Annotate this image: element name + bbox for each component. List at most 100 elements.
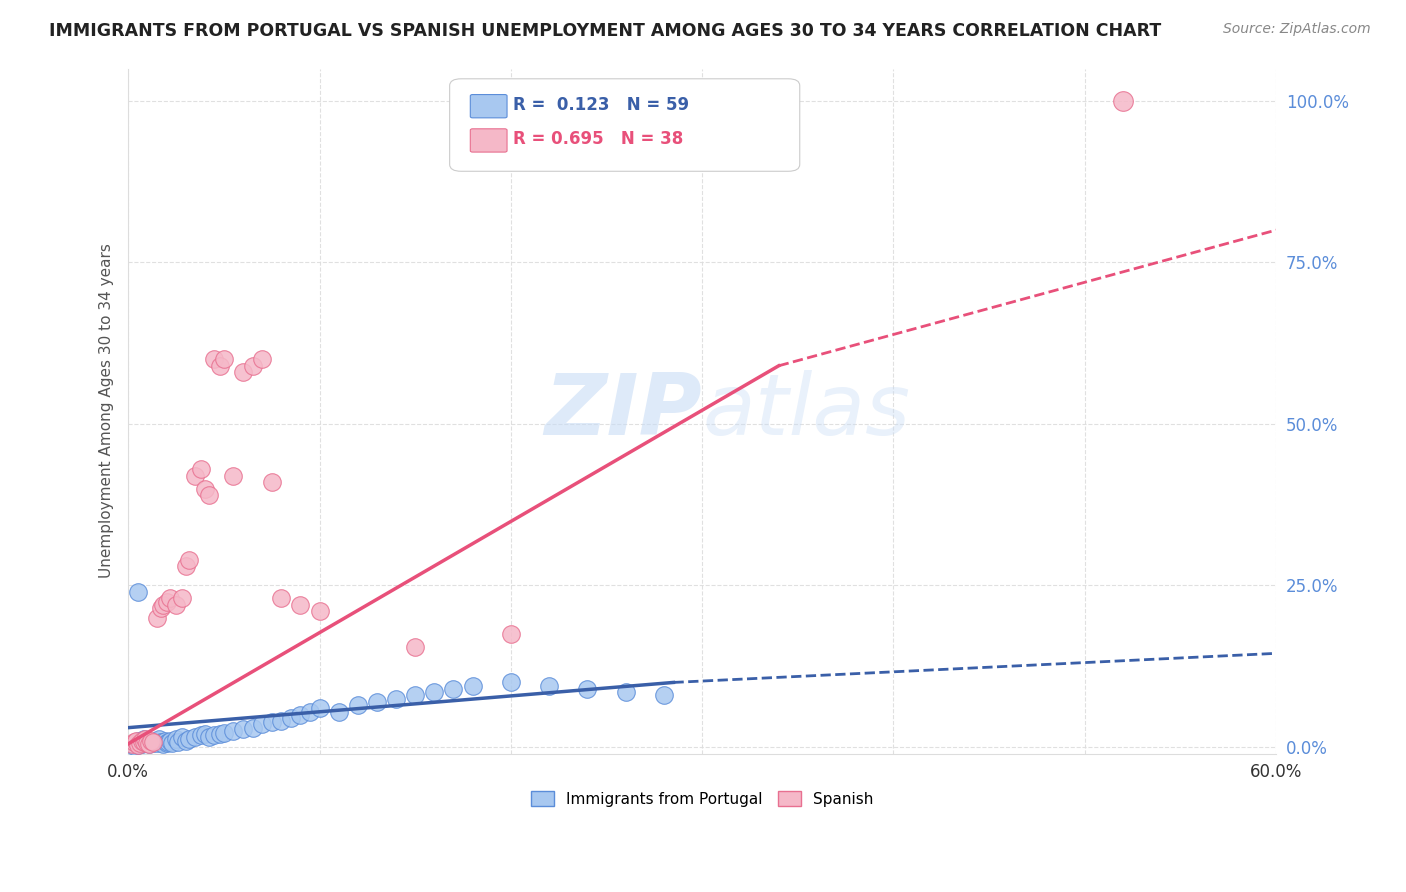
Point [366, 695, 388, 709]
Point [149, 601, 172, 615]
Point [170, 591, 193, 606]
Point [270, 591, 292, 606]
Point [131, 733, 153, 747]
Point [184, 468, 207, 483]
Point [127, 733, 149, 747]
Y-axis label: Unemployment Among Ages 30 to 34 years: Unemployment Among Ages 30 to 34 years [100, 244, 114, 578]
Point [142, 735, 165, 749]
Point [212, 352, 235, 367]
Point [141, 733, 163, 747]
Point [179, 732, 201, 747]
FancyBboxPatch shape [450, 78, 800, 171]
Point [232, 722, 254, 736]
Point [136, 736, 159, 750]
Point [222, 723, 245, 738]
Point [122, 735, 145, 749]
Point [190, 728, 212, 742]
Point [146, 611, 169, 625]
Point [242, 359, 264, 373]
Point [385, 691, 408, 706]
Point [212, 726, 235, 740]
Point [174, 559, 197, 574]
Point [499, 675, 522, 690]
Point [190, 462, 212, 476]
Point [461, 679, 484, 693]
Point [194, 727, 217, 741]
Point [155, 736, 177, 750]
Point [232, 365, 254, 379]
Point [202, 352, 225, 367]
Point [298, 705, 321, 719]
FancyBboxPatch shape [471, 95, 508, 118]
Point [308, 701, 330, 715]
Point [202, 728, 225, 742]
Point [121, 737, 143, 751]
Point [260, 475, 283, 489]
Point [153, 734, 176, 748]
Point [157, 735, 180, 749]
Point [162, 735, 184, 749]
Point [209, 359, 232, 373]
Point [209, 727, 232, 741]
Point [134, 735, 156, 749]
Point [155, 594, 177, 608]
Point [174, 733, 197, 747]
Point [242, 721, 264, 735]
Point [125, 733, 148, 747]
Text: R =  0.123   N = 59: R = 0.123 N = 59 [513, 95, 689, 114]
Point [167, 735, 190, 749]
Point [131, 738, 153, 752]
Point [138, 737, 160, 751]
Point [125, 735, 148, 749]
Text: atlas: atlas [702, 369, 910, 452]
Point [159, 733, 181, 747]
Point [170, 731, 193, 745]
Legend: Immigrants from Portugal, Spanish: Immigrants from Portugal, Spanish [523, 783, 882, 814]
Point [576, 681, 599, 696]
Point [443, 681, 465, 696]
Point [423, 685, 446, 699]
Point [250, 352, 273, 367]
Point [142, 736, 165, 750]
Point [346, 698, 368, 712]
Point [290, 707, 312, 722]
Point [127, 585, 149, 599]
Point [121, 737, 143, 751]
Point [132, 735, 155, 749]
Point [197, 488, 219, 502]
Point [127, 738, 149, 752]
Point [499, 627, 522, 641]
Point [165, 732, 187, 747]
Point [308, 604, 330, 618]
Point [538, 679, 561, 693]
FancyBboxPatch shape [471, 128, 508, 153]
Point [179, 552, 201, 566]
Point [250, 717, 273, 731]
Text: R = 0.695   N = 38: R = 0.695 N = 38 [513, 130, 683, 148]
Point [328, 705, 350, 719]
Point [143, 733, 166, 747]
Point [404, 640, 426, 654]
Point [148, 732, 170, 747]
Text: Source: ZipAtlas.com: Source: ZipAtlas.com [1223, 22, 1371, 37]
Point [184, 731, 207, 745]
Point [652, 689, 675, 703]
Point [260, 715, 283, 730]
Point [222, 468, 245, 483]
Text: ZIP: ZIP [544, 369, 702, 452]
Point [404, 689, 426, 703]
Point [159, 591, 181, 606]
Point [280, 711, 302, 725]
Point [136, 734, 159, 748]
Point [141, 735, 163, 749]
Point [152, 598, 174, 612]
Point [290, 598, 312, 612]
Point [128, 736, 150, 750]
Point [194, 482, 217, 496]
Point [134, 732, 156, 747]
Point [127, 738, 149, 752]
Point [1112, 94, 1135, 108]
Text: IMMIGRANTS FROM PORTUGAL VS SPANISH UNEMPLOYMENT AMONG AGES 30 TO 34 YEARS CORRE: IMMIGRANTS FROM PORTUGAL VS SPANISH UNEM… [49, 22, 1161, 40]
Point [152, 737, 174, 751]
Point [138, 737, 160, 751]
